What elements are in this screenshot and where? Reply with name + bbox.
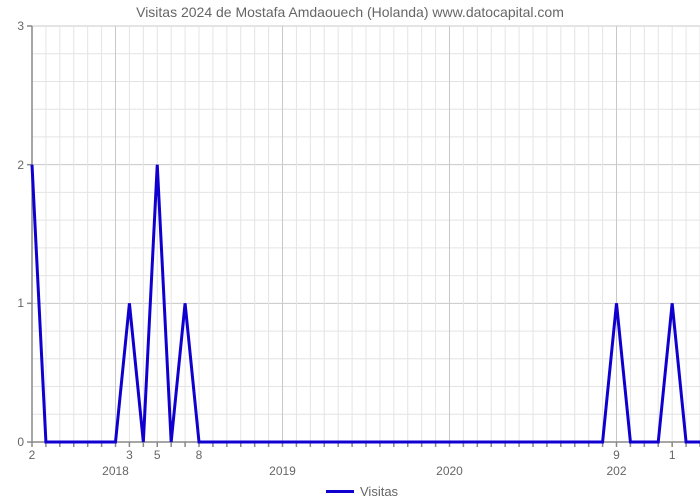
x-major-label: 2020 (436, 464, 463, 478)
chart-container: { "chart": { "type": "line", "title": "V… (0, 0, 700, 500)
x-point-label: 8 (196, 448, 203, 462)
y-tick-label: 2 (0, 158, 24, 172)
x-major-label: 2018 (102, 464, 129, 478)
x-major-label: 2019 (269, 464, 296, 478)
legend-swatch (326, 490, 354, 493)
y-tick-label: 0 (0, 435, 24, 449)
legend-label: Visitas (360, 484, 398, 499)
x-point-label: 5 (154, 448, 161, 462)
x-major-label: 202 (606, 464, 626, 478)
x-point-label: 2 (29, 448, 36, 462)
chart-title: Visitas 2024 de Mostafa Amdaouech (Holan… (0, 4, 700, 20)
x-point-label: 3 (126, 448, 133, 462)
legend: Visitas (326, 484, 398, 499)
y-tick-label: 3 (0, 19, 24, 33)
plot-area (26, 25, 700, 449)
x-point-label: 9 (613, 448, 620, 462)
x-point-label: 1 (669, 448, 676, 462)
y-tick-label: 1 (0, 296, 24, 310)
